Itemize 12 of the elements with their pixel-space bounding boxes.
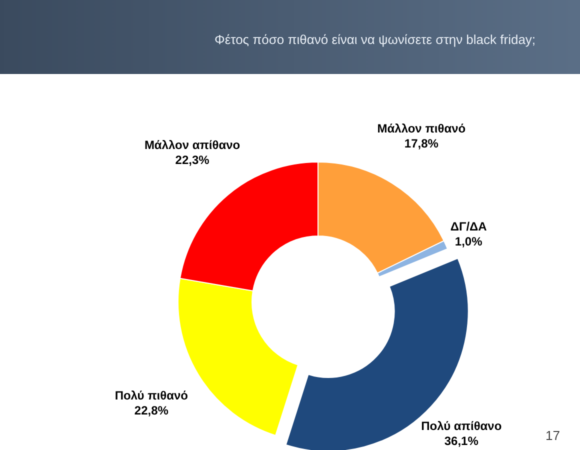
data-label: 36,1% <box>444 434 479 448</box>
slice-label: ΔΓ/ΔΑ <box>450 220 488 234</box>
data-label: 22,3% <box>175 152 210 167</box>
data-label: 17,8% <box>404 136 439 151</box>
slice-label: Μάλλον πιθανό <box>377 122 466 136</box>
slice-label: Πολύ απίθανο <box>421 419 502 434</box>
data-label: 1,0% <box>454 234 483 249</box>
text: 17 <box>546 428 560 443</box>
slice-label: Μάλλον απίθανο <box>144 138 240 152</box>
data-label: 22,8% <box>134 403 169 418</box>
slice-label: Πολύ πιθανό <box>114 388 188 402</box>
chart-title: Φέτος πόσο πιθανό είναι να ψωνίσετε στην black friday; <box>214 32 536 47</box>
